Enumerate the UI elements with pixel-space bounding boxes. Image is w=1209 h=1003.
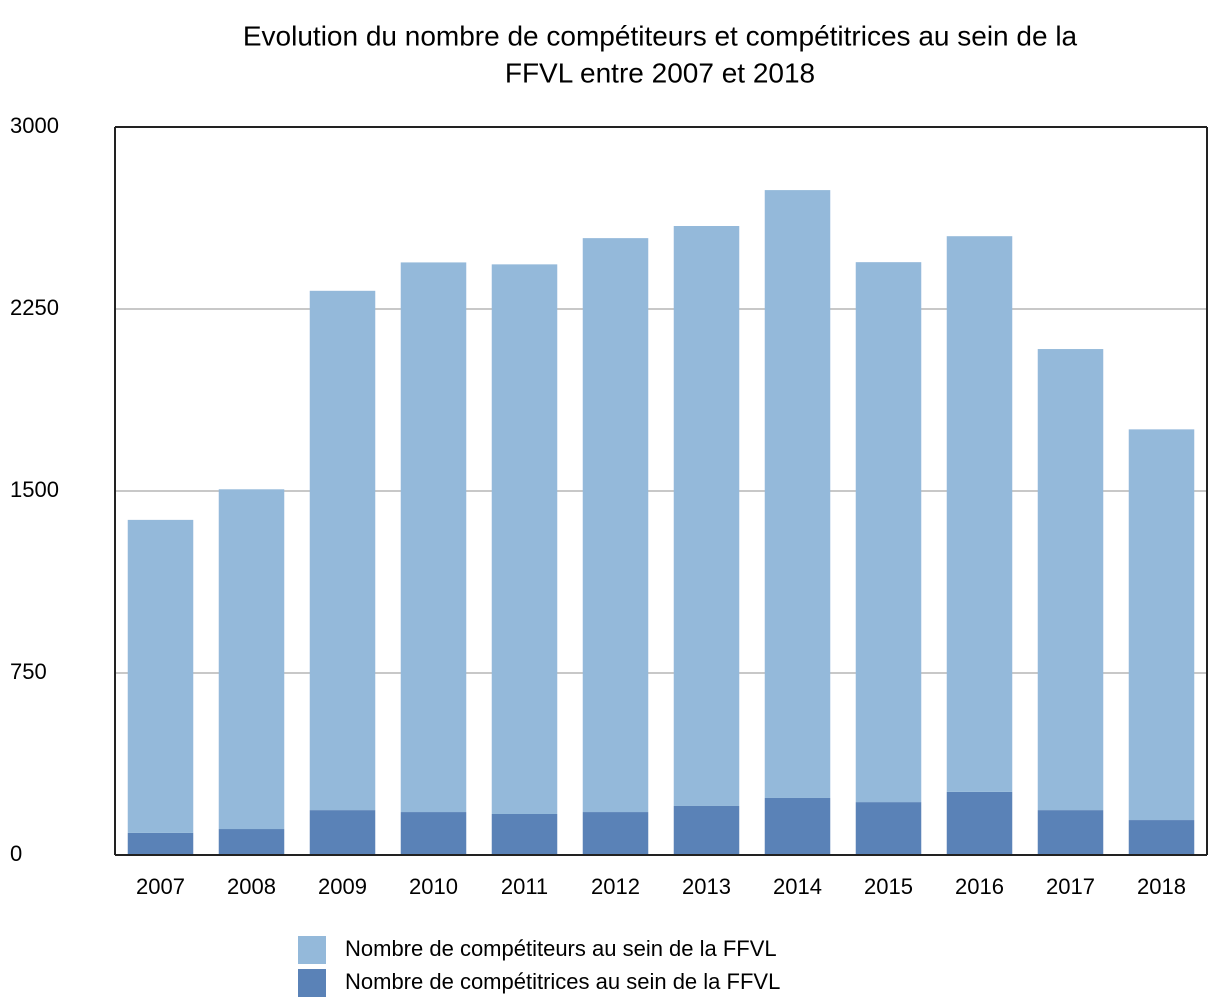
bar <box>127 519 194 833</box>
bar <box>309 810 376 855</box>
y-tick-label: 1500 <box>10 477 59 502</box>
bar <box>1037 349 1104 811</box>
bar <box>946 236 1013 792</box>
bar <box>1037 810 1104 855</box>
chart-title: Evolution du nombre de compétiteurs et c… <box>243 20 1078 51</box>
x-tick-label: 2011 <box>501 874 548 899</box>
x-tick-label: 2012 <box>591 874 640 899</box>
y-tick-label: 3000 <box>10 113 59 138</box>
x-tick-label: 2017 <box>1046 874 1095 899</box>
bar <box>673 805 740 855</box>
legend-swatch <box>298 969 326 997</box>
x-tick-label: 2014 <box>773 874 822 899</box>
bar <box>309 290 376 811</box>
bar <box>218 489 285 830</box>
y-tick-label: 0 <box>10 841 22 866</box>
bar <box>218 829 285 855</box>
y-tick-label: 2250 <box>10 295 59 320</box>
bar <box>764 797 831 855</box>
bar <box>855 262 922 803</box>
x-tick-label: 2008 <box>227 874 276 899</box>
bar <box>491 813 558 855</box>
bar <box>855 802 922 855</box>
bar <box>400 262 467 813</box>
bar <box>400 812 467 855</box>
x-tick-label: 2007 <box>136 874 185 899</box>
bar <box>946 791 1013 855</box>
bar <box>673 226 740 806</box>
bar <box>582 812 649 855</box>
chart-title: FFVL entre 2007 et 2018 <box>505 57 815 88</box>
bar <box>491 264 558 814</box>
bar <box>764 190 831 798</box>
x-tick-label: 2015 <box>864 874 913 899</box>
x-tick-label: 2013 <box>682 874 731 899</box>
legend-label: Nombre de compétitrices au sein de la FF… <box>345 969 780 994</box>
bar <box>1128 820 1195 855</box>
x-tick-label: 2009 <box>318 874 367 899</box>
bar <box>127 832 194 855</box>
x-tick-label: 2018 <box>1137 874 1186 899</box>
bar <box>1128 429 1195 821</box>
x-tick-label: 2016 <box>955 874 1004 899</box>
legend-label: Nombre de compétiteurs au sein de la FFV… <box>345 936 777 961</box>
bar <box>582 238 649 813</box>
x-tick-label: 2010 <box>409 874 458 899</box>
legend-swatch <box>298 936 326 964</box>
y-tick-label: 750 <box>10 659 47 684</box>
